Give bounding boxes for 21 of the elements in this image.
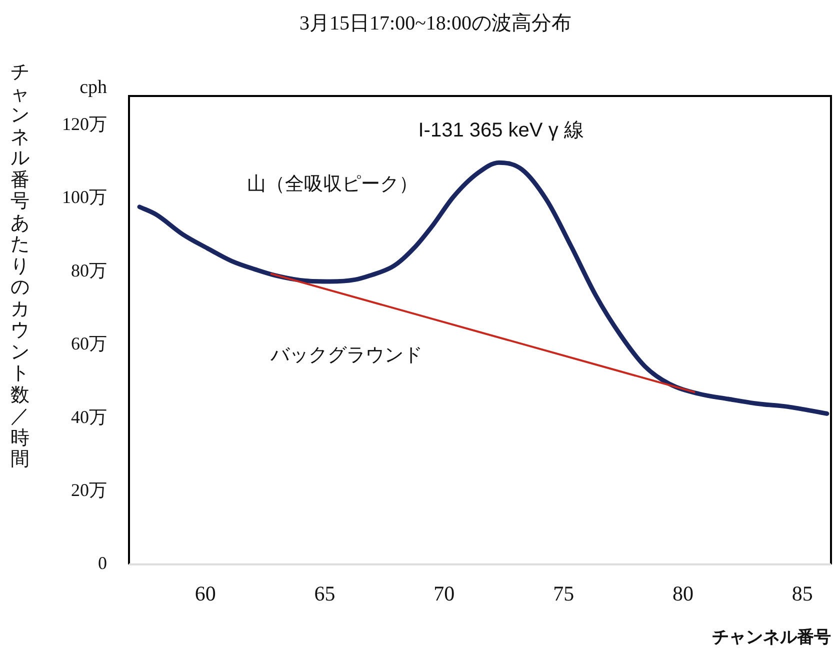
x-axis-title: チャンネル番号 <box>712 627 831 646</box>
x-tick-label: 75 <box>553 582 574 606</box>
x-tick-label: 60 <box>194 582 216 606</box>
annotation: I-131 365 keV γ 線 <box>418 120 584 142</box>
y-tick-label: 0 <box>98 553 107 574</box>
y-tick-label: 120万 <box>62 114 107 134</box>
x-tick-label: 70 <box>434 582 455 606</box>
y-tick-label: 40万 <box>71 406 107 427</box>
line-series <box>137 160 830 416</box>
y-tick-label: 100万 <box>62 187 107 208</box>
x-tick-label: 80 <box>672 582 694 606</box>
x-tick-label: 85 <box>792 582 813 606</box>
annotation: バックグラウンド <box>270 344 423 366</box>
y-tick-label: 20万 <box>71 480 107 500</box>
text: cph <box>80 76 108 98</box>
y-tick-label: 60万 <box>71 334 107 354</box>
text: チャンネル番号あたりのカウント数／時間 <box>10 62 30 470</box>
chart-title: 3月15日17:00~18:00の波高分布 <box>300 11 572 34</box>
annotation: 山（全吸収ピーク） <box>247 174 418 195</box>
y-tick-label: 80万 <box>71 260 107 280</box>
x-tick-label: 65 <box>314 582 336 606</box>
